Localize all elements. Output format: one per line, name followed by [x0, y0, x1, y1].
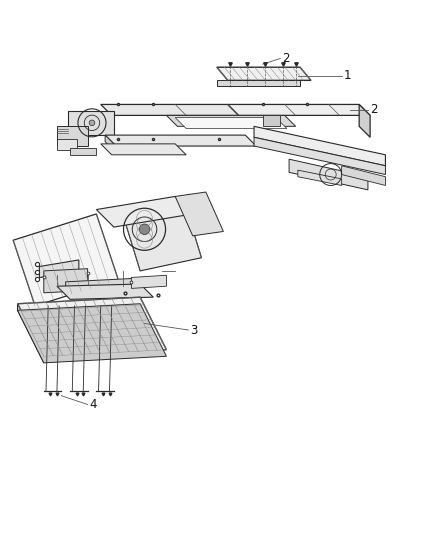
Polygon shape: [359, 104, 370, 138]
Polygon shape: [123, 201, 201, 271]
Text: 1: 1: [344, 69, 351, 83]
Polygon shape: [228, 104, 370, 115]
Polygon shape: [298, 170, 342, 185]
Polygon shape: [101, 104, 239, 115]
Polygon shape: [57, 284, 153, 300]
Text: 4: 4: [90, 398, 97, 411]
Polygon shape: [342, 166, 385, 185]
Polygon shape: [13, 214, 118, 306]
Polygon shape: [57, 140, 77, 150]
Polygon shape: [175, 192, 223, 236]
Polygon shape: [18, 304, 44, 363]
Polygon shape: [263, 115, 280, 126]
Circle shape: [139, 224, 150, 235]
Polygon shape: [131, 275, 166, 288]
Polygon shape: [44, 269, 88, 293]
Polygon shape: [68, 111, 114, 135]
Polygon shape: [105, 135, 116, 152]
Polygon shape: [18, 304, 166, 363]
Polygon shape: [39, 260, 79, 278]
Polygon shape: [254, 138, 385, 174]
Polygon shape: [66, 278, 153, 290]
Polygon shape: [289, 159, 368, 190]
Polygon shape: [175, 118, 287, 128]
Polygon shape: [166, 115, 296, 126]
Polygon shape: [70, 148, 96, 155]
Polygon shape: [217, 80, 300, 86]
Polygon shape: [254, 126, 385, 166]
Text: 3: 3: [191, 324, 198, 336]
Polygon shape: [217, 67, 311, 80]
Polygon shape: [96, 197, 193, 227]
Polygon shape: [101, 144, 186, 155]
Polygon shape: [57, 126, 88, 146]
Text: 2: 2: [370, 103, 378, 116]
Circle shape: [89, 120, 95, 126]
Text: 2: 2: [283, 52, 290, 65]
Polygon shape: [105, 135, 256, 146]
Polygon shape: [18, 297, 166, 356]
